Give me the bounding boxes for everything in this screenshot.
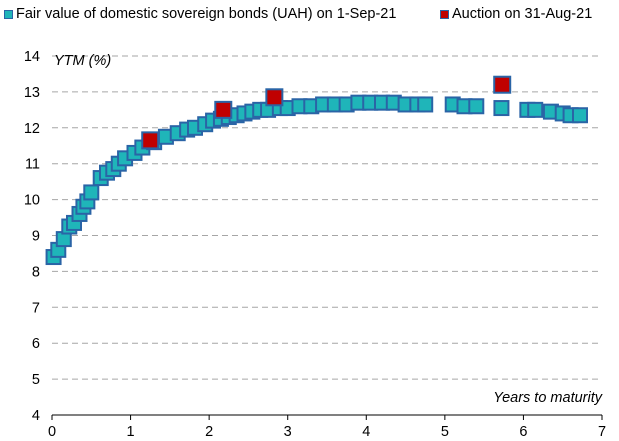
y-tick-label: 11 bbox=[25, 157, 40, 173]
fair-value-point bbox=[468, 98, 485, 115]
auction-point bbox=[493, 75, 512, 94]
x-tick-label: 0 bbox=[48, 424, 56, 440]
legend-swatch-auction bbox=[440, 9, 449, 19]
series-fair-value bbox=[45, 94, 588, 266]
fair-value-point bbox=[417, 96, 434, 113]
legend-item-fair-value: Fair value of domestic sovereign bonds (… bbox=[4, 6, 396, 22]
legend-item-auction: Auction on 31-Aug-21 bbox=[440, 6, 592, 22]
x-axis-label: Years to maturity bbox=[493, 390, 603, 406]
y-tick-label: 4 bbox=[32, 408, 40, 424]
y-tick-label: 7 bbox=[32, 300, 40, 316]
series-auction bbox=[141, 75, 512, 150]
auction-point bbox=[214, 100, 233, 119]
x-tick-label: 6 bbox=[519, 424, 527, 440]
y-axis-label: YTM (%) bbox=[54, 53, 111, 69]
auction-point bbox=[265, 88, 284, 107]
x-tick-label: 4 bbox=[362, 424, 370, 440]
y-tick-label: 10 bbox=[24, 193, 40, 209]
data-points bbox=[45, 75, 588, 266]
y-tick-label: 8 bbox=[32, 264, 40, 280]
y-tick-labels: 4 5 6 7 8 9 10 11 12 13 14 bbox=[24, 49, 40, 424]
x-tick-label: 3 bbox=[284, 424, 292, 440]
y-tick-label: 14 bbox=[24, 49, 40, 65]
y-tick-label: 5 bbox=[32, 372, 40, 388]
y-tick-label: 12 bbox=[24, 121, 40, 137]
y-tick-label: 13 bbox=[24, 85, 40, 101]
fair-value-point bbox=[83, 184, 100, 201]
auction-point bbox=[141, 131, 160, 150]
legend: Fair value of domestic sovereign bonds (… bbox=[4, 4, 615, 26]
fair-value-point bbox=[527, 101, 544, 118]
y-tick-label: 6 bbox=[32, 336, 40, 352]
x-tick-label: 5 bbox=[441, 424, 449, 440]
x-tick-label: 2 bbox=[205, 424, 213, 440]
fair-value-point bbox=[572, 107, 588, 124]
fair-value-point bbox=[493, 100, 510, 117]
x-tick-label: 7 bbox=[598, 424, 606, 440]
y-tick-label: 9 bbox=[32, 229, 40, 245]
grid-lines bbox=[52, 55, 602, 380]
x-tick-labels: 0 1 2 3 4 5 6 7 bbox=[48, 415, 606, 440]
legend-label-auction: Auction on 31-Aug-21 bbox=[452, 6, 593, 22]
legend-swatch-fair-value bbox=[4, 9, 13, 19]
x-tick-label: 1 bbox=[127, 424, 135, 440]
legend-label-fair-value: Fair value of domestic sovereign bonds (… bbox=[16, 6, 397, 22]
